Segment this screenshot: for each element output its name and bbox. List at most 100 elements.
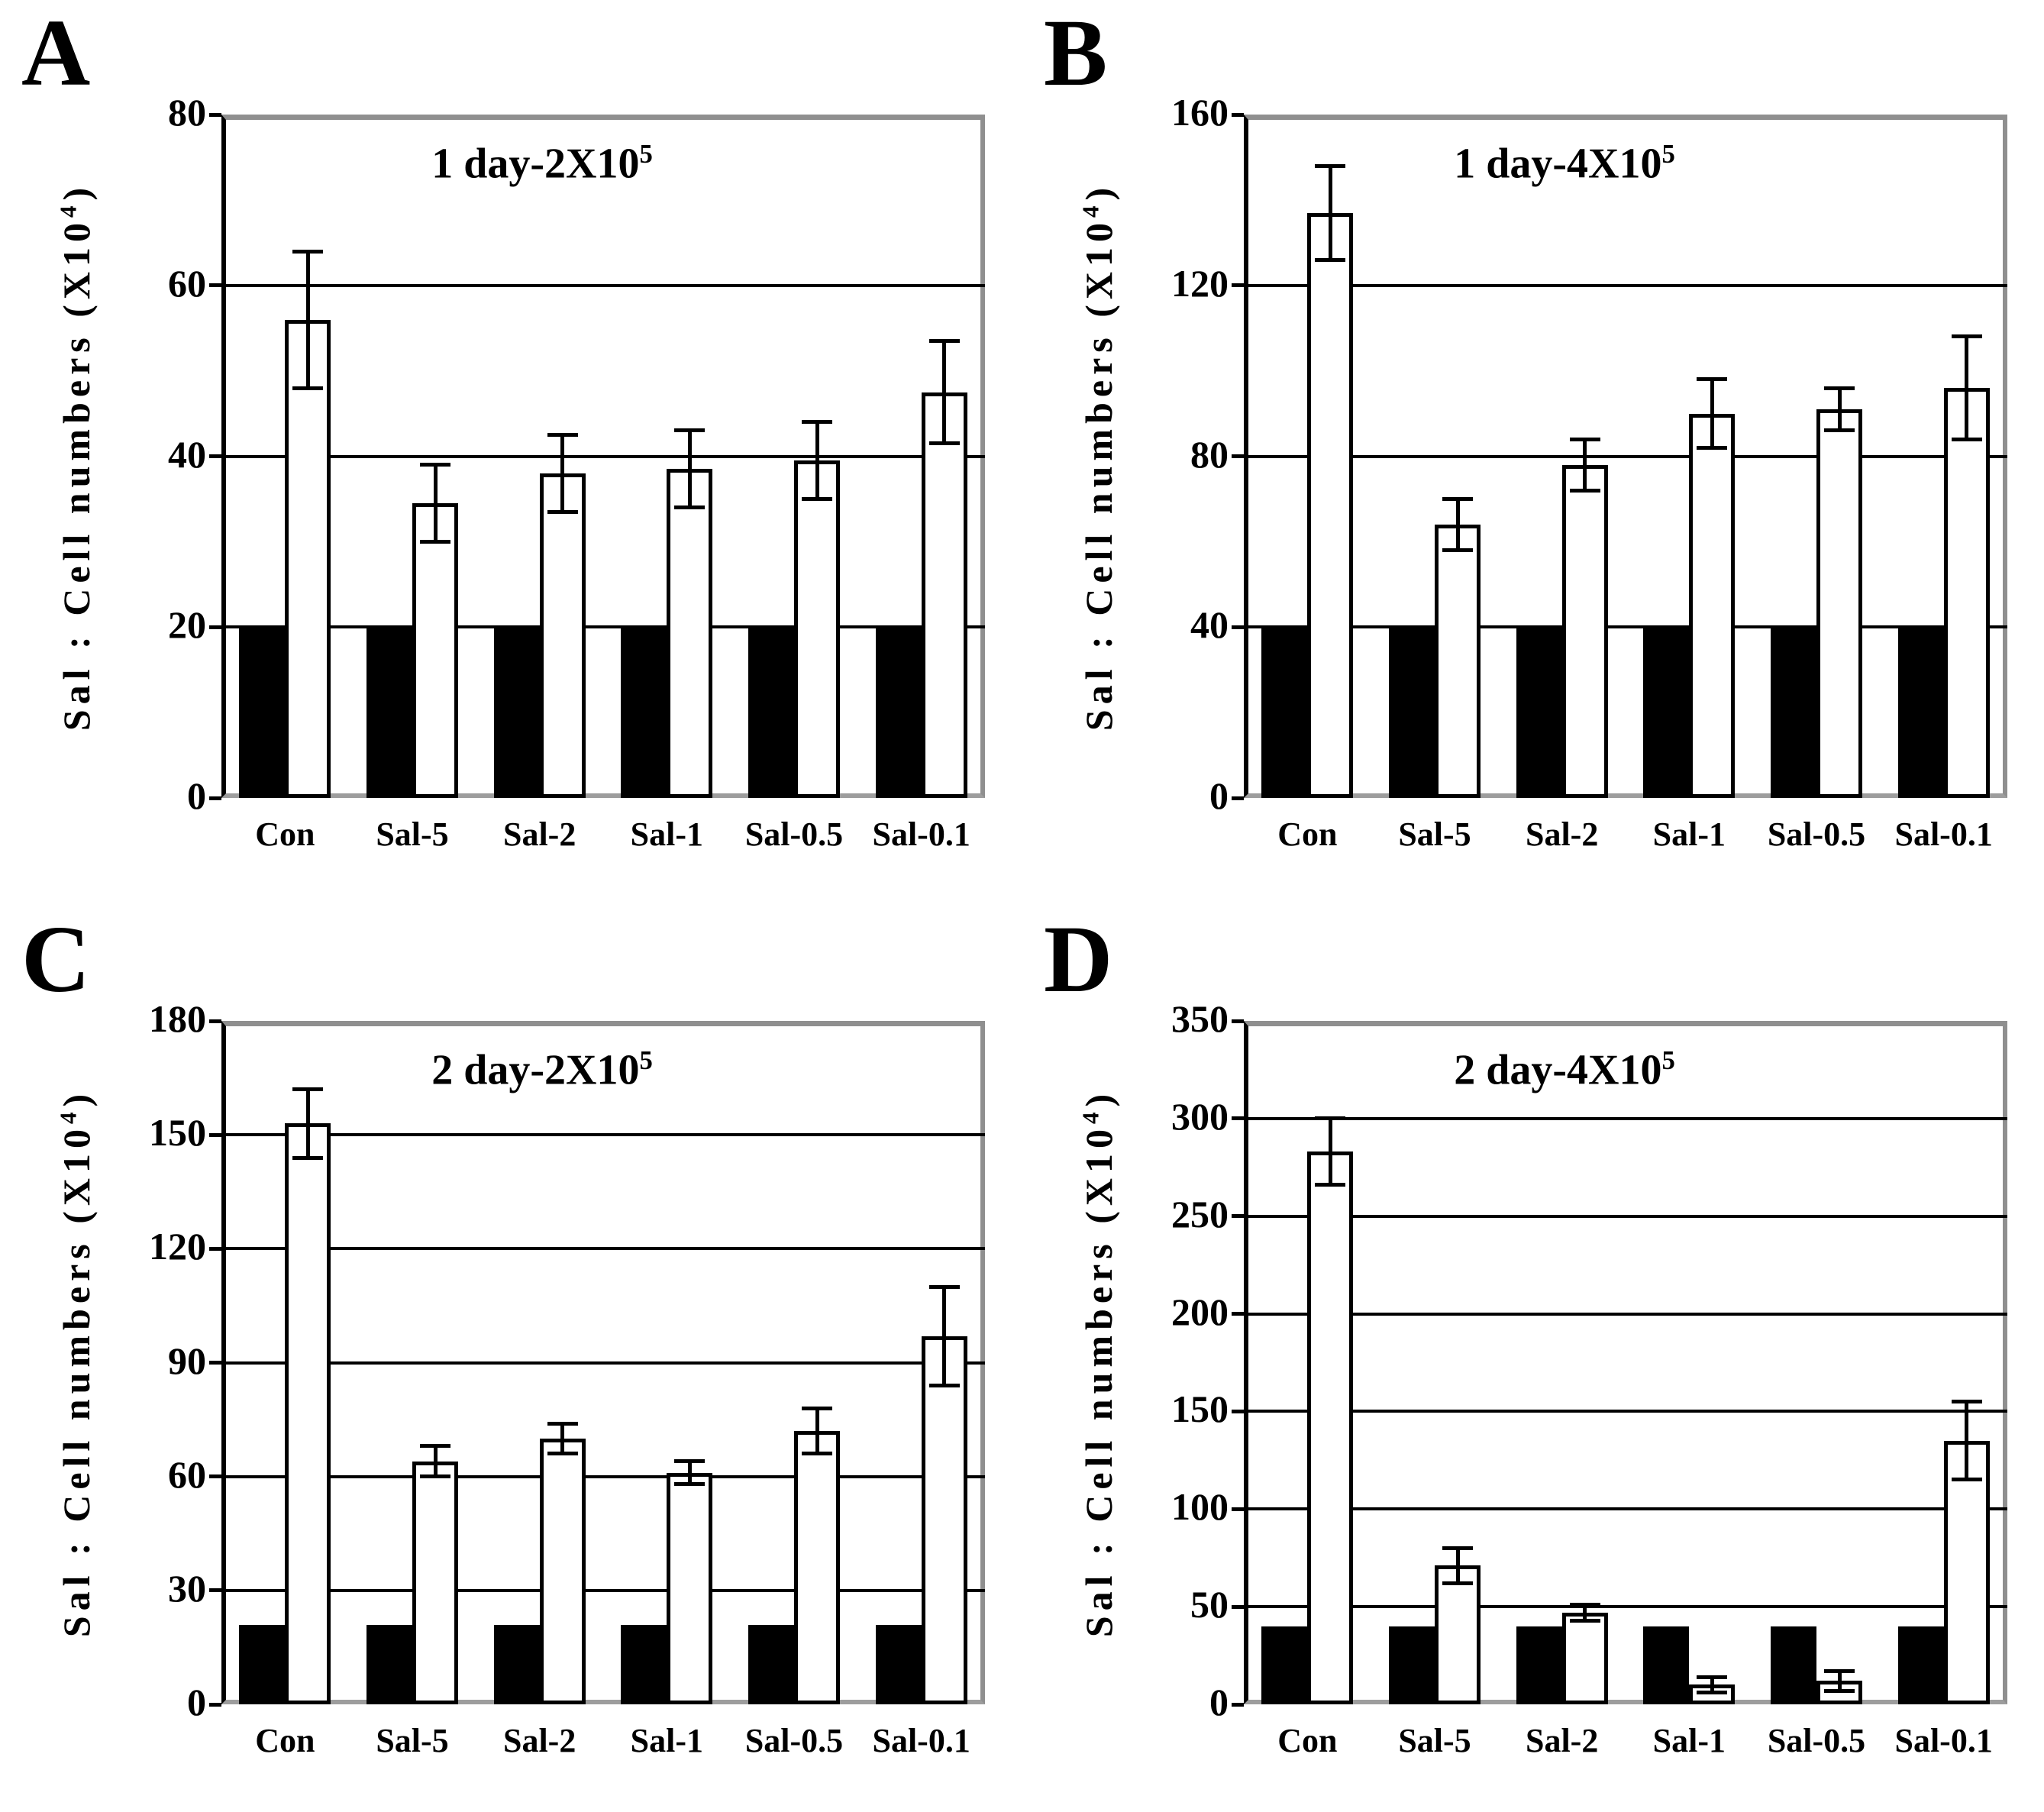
panel-letter: B: [1044, 1, 1108, 106]
error-bar-Con: [1328, 1118, 1332, 1185]
bar-black-Sal-1: [621, 627, 667, 798]
x-tick-label-Sal-0.5: Sal-0.5: [1767, 1722, 1866, 1759]
error-bar-Sal-5: [1455, 1548, 1460, 1584]
y-tick-mark: [209, 1361, 221, 1365]
error-bar-bottom-cap: [1569, 488, 1600, 493]
error-bar-top-cap: [1951, 334, 1982, 339]
x-tick-label-Sal-0.5: Sal-0.5: [1767, 816, 1866, 853]
chart-title-text: 2 day-4X10: [1454, 1046, 1662, 1094]
chart-title-exponent: 5: [1661, 139, 1675, 169]
y-tick-label: 0: [1209, 1681, 1229, 1723]
error-bar-top-cap: [1824, 1669, 1855, 1674]
y-tick-label: 160: [1171, 91, 1229, 134]
y-axis-label-exponent: 4: [1077, 200, 1104, 218]
y-tick-label: 150: [149, 1111, 206, 1155]
y-gridline: [1244, 1605, 2007, 1609]
chart-panel-C: C Sal : Cell numbers (X104) 0 30 60 90 120 150 1…: [0, 906, 1022, 1812]
x-tick-label-Con: Con: [1277, 816, 1338, 853]
chart-title-exponent: 5: [1661, 1045, 1675, 1075]
y-gridline: [221, 1361, 985, 1365]
error-bar-bottom-cap: [420, 539, 450, 544]
bar-black-Sal-0.5: [1771, 1626, 1816, 1704]
bar-black-Con: [1261, 627, 1308, 798]
y-tick-label: 40: [1190, 603, 1229, 647]
error-bar-Con: [1328, 166, 1332, 260]
error-bar-bottom-cap: [420, 1474, 450, 1479]
bar-white-Sal-2: [539, 1438, 586, 1704]
error-bar-Sal-2: [560, 434, 565, 512]
error-bar-top-cap: [292, 1087, 324, 1091]
y-axis-label-exponent: 4: [54, 200, 82, 218]
y-tick-mark: [1232, 1214, 1244, 1219]
y-axis-label-close: ): [1077, 182, 1120, 201]
y-gridline: [221, 1474, 985, 1478]
y-axis-label-close: ): [55, 182, 98, 201]
y-tick-mark: [209, 1588, 221, 1593]
x-tick-label-Sal-5: Sal-5: [1398, 816, 1471, 853]
y-axis-label: Sal : Cell numbers (X104): [1077, 1088, 1121, 1636]
error-bar-top-cap: [1697, 377, 1728, 382]
y-tick-label: 350: [1171, 997, 1229, 1040]
y-tick-label: 50: [1190, 1583, 1229, 1626]
error-bar-Sal-0.5: [1837, 388, 1842, 431]
y-tick-mark: [1232, 1019, 1244, 1023]
bar-white-Sal-2: [1561, 1612, 1608, 1704]
y-tick-mark: [1232, 1409, 1244, 1413]
error-bar-Sal-5: [1455, 499, 1460, 551]
y-tick-mark: [1232, 112, 1244, 117]
bar-white-Sal-0.5: [794, 460, 840, 798]
error-bar-Sal-0.5: [1837, 1671, 1842, 1691]
error-bar-top-cap: [547, 433, 578, 438]
x-tick-label-Sal-0.5: Sal-0.5: [744, 816, 844, 853]
y-tick-label: 20: [168, 603, 206, 647]
y-tick-mark: [209, 1246, 221, 1251]
bar-white-Sal-5: [412, 1461, 458, 1704]
bar-white-Sal-5: [1435, 525, 1481, 798]
y-gridline: [1244, 1312, 2007, 1316]
y-tick-mark: [1232, 1312, 1244, 1316]
x-tick-label-Sal-1: Sal-1: [1652, 1722, 1726, 1759]
bar-black-Con: [239, 1624, 286, 1704]
y-gridline: [1244, 1507, 2007, 1511]
y-tick-label: 30: [168, 1566, 206, 1610]
bar-black-Sal-5: [1389, 627, 1435, 798]
y-tick-mark: [209, 1474, 221, 1479]
x-tick-label-Sal-5: Sal-5: [376, 816, 449, 853]
y-tick-label: 80: [1190, 432, 1229, 476]
error-bar-Sal-0.1: [1965, 336, 1969, 440]
chart-title: 2 day-2X105: [431, 1045, 653, 1095]
error-bar-bottom-cap: [1697, 1691, 1728, 1695]
error-bar-bottom-cap: [1951, 437, 1982, 441]
error-bar-top-cap: [1951, 1400, 1982, 1404]
bar-black-Sal-0.5: [748, 627, 794, 798]
bar-white-Sal-0.1: [921, 392, 967, 798]
error-bar-Sal-5: [433, 1445, 438, 1477]
y-tick-label: 200: [1171, 1290, 1229, 1333]
error-bar-top-cap: [1569, 437, 1600, 441]
error-bar-top-cap: [674, 428, 706, 433]
y-tick-label: 90: [168, 1339, 206, 1382]
error-bar-top-cap: [1569, 1603, 1600, 1607]
error-bar-bottom-cap: [928, 1383, 960, 1387]
y-tick-mark: [1232, 1702, 1244, 1707]
error-bar-top-cap: [802, 420, 832, 425]
error-bar-bottom-cap: [292, 386, 324, 390]
y-tick-mark: [1232, 796, 1244, 800]
x-tick-label-Sal-5: Sal-5: [376, 1722, 449, 1759]
error-bar-top-cap: [1442, 1546, 1473, 1550]
chart-title-exponent: 5: [639, 1045, 653, 1075]
bar-black-Sal-0.1: [875, 1624, 922, 1704]
error-bar-Sal-2: [560, 1423, 565, 1454]
error-bar-Sal-1: [687, 1461, 692, 1484]
error-bar-bottom-cap: [292, 1155, 324, 1160]
bar-white-Sal-1: [667, 1472, 713, 1704]
error-bar-bottom-cap: [547, 509, 578, 514]
chart-title-text: 1 day-4X10: [1454, 140, 1662, 188]
y-gridline: [221, 283, 985, 287]
chart-title: 1 day-4X105: [1454, 139, 1675, 189]
x-tick-label-Sal-0.1: Sal-0.1: [1894, 1722, 1993, 1759]
y-tick-label: 0: [187, 774, 206, 817]
y-tick-label: 150: [1171, 1387, 1229, 1431]
error-bar-top-cap: [292, 249, 324, 254]
